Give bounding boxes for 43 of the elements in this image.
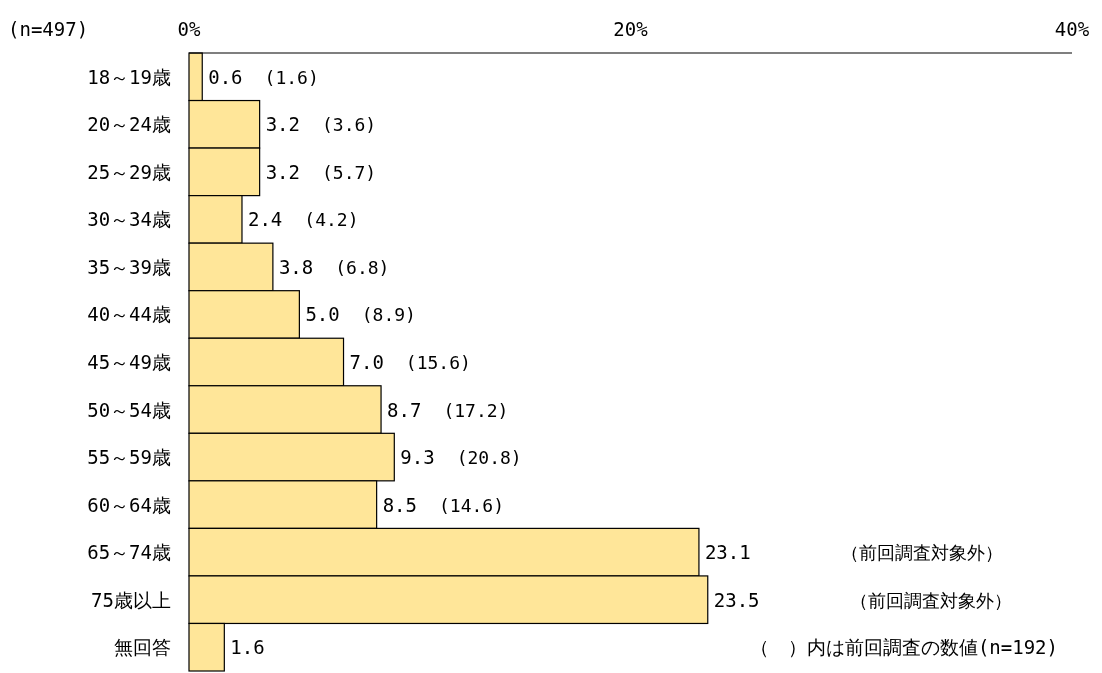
annotation: (14.6) [438, 494, 504, 516]
annotation: （前回調査対象外） [840, 542, 1003, 564]
y-tick-label: 20～24歳 [87, 113, 171, 136]
y-tick-label: 25～29歳 [87, 160, 171, 183]
data-label: 8.7 [387, 398, 422, 421]
y-tick-label: 40～44歳 [87, 303, 171, 326]
data-label: 2.4 [247, 208, 283, 231]
annotation: (15.6) [405, 352, 471, 373]
x-tick-label: 40% [1054, 18, 1090, 40]
data-label: 23.1 [704, 541, 751, 564]
data-label: 5.0 [305, 303, 340, 326]
y-tick-label: 75歳以上 [91, 588, 171, 611]
y-tick-label: 50～54歳 [87, 398, 171, 421]
x-tick-label: 0% [177, 18, 201, 40]
annotation: （前回調査対象外） [849, 589, 1012, 611]
data-label: 1.6 [230, 636, 265, 659]
annotation: (8.9) [361, 304, 416, 326]
data-label: 7.0 [349, 351, 384, 373]
data-label: 9.3 [400, 446, 435, 469]
y-tick-label: 55～59歳 [87, 446, 171, 469]
y-tick-label: 60～64歳 [87, 493, 171, 516]
data-label: 0.6 [208, 65, 243, 88]
data-label: 3.2 [265, 160, 300, 183]
y-tick-label: 35～39歳 [87, 255, 171, 278]
y-tick-label: 65～74歳 [87, 541, 171, 564]
x-tick-label: 20% [613, 18, 649, 40]
annotation: (17.2) [443, 399, 509, 421]
annotation: (5.7) [321, 161, 377, 183]
annotation: (4.2) [304, 209, 359, 231]
data-label: 8.5 [382, 493, 417, 516]
y-tick-label: 45～49歳 [87, 351, 171, 373]
text: (n=497) [8, 18, 89, 40]
data-label: 3.2 [265, 113, 300, 136]
data-label: 3.8 [278, 255, 314, 278]
annotation: (20.8) [456, 447, 522, 469]
annotation: (6.8) [335, 256, 390, 278]
y-tick-label: 18～19歳 [87, 65, 171, 88]
annotation: （ ）内は前回調査の数値(n=192) [749, 636, 1058, 659]
y-tick-label: 30～34歳 [87, 208, 171, 231]
y-tick-label: 無回答 [114, 636, 171, 659]
annotation: (3.6) [321, 114, 377, 136]
annotation: (1.6) [264, 66, 319, 88]
data-label: 23.5 [713, 588, 760, 611]
